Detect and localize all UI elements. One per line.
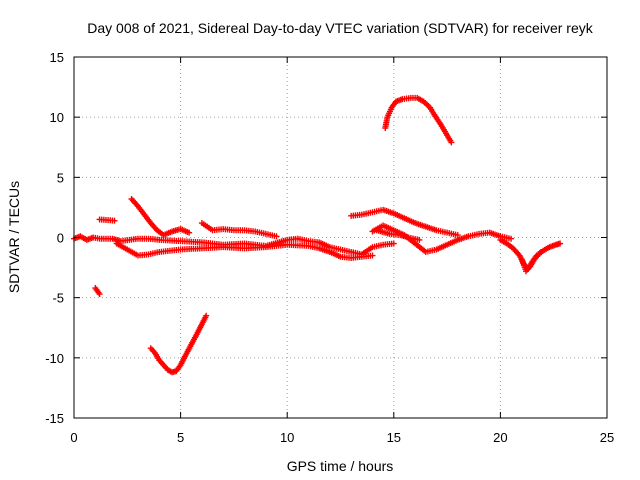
x-tick-labels: 0 5 10 15 20 25 [70, 57, 614, 445]
y-tick-label: -10 [45, 351, 64, 366]
grid-lines [74, 57, 607, 418]
data-point [557, 240, 564, 247]
data-point [369, 252, 376, 259]
y-tick-label: 0 [57, 231, 64, 246]
y-axis-label: SDTVAR / TECUs [6, 181, 22, 293]
x-tick-label: 20 [493, 430, 507, 445]
data-point [390, 240, 397, 247]
data-point [96, 291, 103, 298]
data-point [273, 233, 280, 240]
x-axis-label: GPS time / hours [287, 458, 394, 474]
plot-frame [73, 56, 608, 419]
chart-title: Day 008 of 2021, Sidereal Day-to-day VTE… [87, 20, 593, 36]
y-tick-label: 10 [50, 110, 64, 125]
y-tick-label: 15 [50, 50, 64, 65]
data-point [203, 312, 210, 319]
y-tick-labels: 15 10 5 0 -5 -10 -15 [45, 50, 607, 426]
data-point [111, 217, 118, 224]
data-point [537, 248, 544, 255]
x-tick-label: 15 [387, 430, 401, 445]
y-tick-label: -5 [52, 291, 64, 306]
x-tick-label: 10 [280, 430, 294, 445]
data-point [454, 232, 461, 239]
y-tick-label: -15 [45, 411, 64, 426]
data-point [448, 139, 455, 146]
data-point [186, 229, 193, 236]
data-points [71, 94, 564, 376]
y-tick-label: 5 [57, 170, 64, 185]
x-tick-label: 0 [70, 430, 77, 445]
x-tick-label: 5 [177, 430, 184, 445]
data-point [416, 236, 423, 243]
data-point [508, 235, 515, 242]
x-tick-label: 25 [600, 430, 614, 445]
